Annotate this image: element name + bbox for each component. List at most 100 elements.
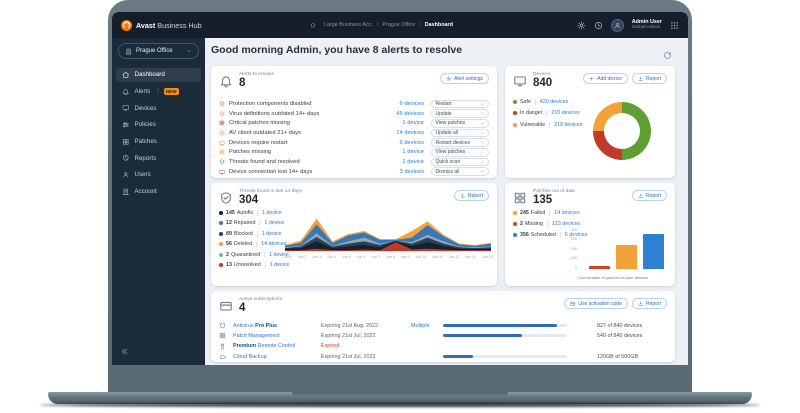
legend-value-link[interactable]: 210 devices [549,121,582,128]
breadcrumb-separator: / [419,22,421,28]
bar-chart-bars [583,230,669,269]
sidebar-item[interactable]: Policies [116,118,201,132]
legend-item: 56 Deleted 14 devices [219,241,289,248]
devices-report-button[interactable]: Report [631,73,667,84]
alert-devices-link[interactable]: 6 devices [399,100,425,107]
chevron-down-icon [480,160,485,165]
y-tick-label: 0 [574,265,577,270]
alert-action-dropdown[interactable]: View patches [431,118,489,128]
notifications-icon[interactable] [594,21,603,30]
user-info[interactable]: Admin User Global Admin [632,19,662,31]
user-role: Global Admin [631,25,661,31]
sidebar-item[interactable]: Reports [116,151,201,165]
sidebar-item[interactable]: Patches [116,135,201,149]
sidebar-item[interactable]: Devices [116,101,201,115]
alert-devices-link[interactable]: 1 device [402,158,424,165]
alert-label: Device connection lost 14+ days [229,168,313,175]
y-tick-label: 400 [570,228,577,232]
alert-devices-link[interactable]: 14 devices [396,129,424,136]
sidebar-collapse-icon[interactable] [120,347,129,356]
subscription-row: Patch Management Expiring 21st Jul, 2022… [219,332,667,339]
alert-action-dropdown[interactable]: Restart [431,99,489,109]
legend-value-link[interactable]: 1 device [264,251,289,258]
alert-action-dropdown[interactable]: Dismiss all [431,167,489,176]
legend-value-link[interactable]: 14 devices [549,210,580,216]
legend-item: 2 Quarantined 1 device [219,251,289,258]
legend-item: 356 Scheduled 6 devices [513,232,587,238]
use-activation-code-button[interactable]: Use activation code [564,298,628,309]
alert-label: AV client outdated 21+ days [229,129,301,136]
settings-icon[interactable] [577,21,586,30]
alert-settings-button[interactable]: Alert settings [440,73,489,84]
legend-value-link[interactable]: 123 devices [546,221,580,227]
legend-value-link[interactable]: 1 device [259,220,284,227]
alert-devices-link[interactable]: 3 devices [399,168,425,175]
subscription-usage: 540 of 840 devices [597,332,643,339]
legend-value-link[interactable]: 14 devices [256,241,287,248]
alert-devices-link[interactable]: 45 devices [396,110,424,117]
legend-value-link[interactable]: 6 devices [559,232,587,238]
subscription-name-link[interactable]: Antivirus Pro Plus [233,322,278,329]
patches-report-button[interactable]: Report [631,190,667,201]
avatar[interactable] [610,18,624,32]
threats-report-button[interactable]: Report [453,190,489,201]
sidebar-item[interactable]: Account [116,185,201,199]
sidebar-item[interactable]: Alerts | NEW [116,85,201,99]
subscription-name-link[interactable]: Patch Management [233,332,280,339]
y-tick-label: 200 [570,246,577,251]
alert-label: Protection components disabled [229,100,312,107]
building-icon [122,188,130,196]
add-device-button[interactable]: Add device [583,73,628,84]
legend-dot [513,233,517,237]
alerts-card-header: Alerts to resolve 8 [219,72,274,90]
alert-action-label: Update all [435,129,459,136]
legend-label: In danger [520,110,543,117]
shield-icon [219,322,226,329]
alert-row: Device connection lost 14+ days 3 device… [219,167,489,177]
legend-value-link[interactable]: 210 devices [546,110,580,117]
plus-icon [589,76,595,82]
breadcrumb-item[interactable]: / Prague Office [377,22,415,28]
org-selector[interactable]: Prague Office [118,43,199,59]
alert-action-label: Dismiss all [435,168,460,175]
breadcrumb-item[interactable]: / Dashboard [419,22,453,28]
alert-action-dropdown[interactable]: Restart devices [431,138,489,147]
alert-action-dropdown[interactable]: View patches [431,147,489,157]
sidebar-item-divider: | [157,88,159,95]
subscription-name-link[interactable]: Cloud Backup [233,353,267,360]
refresh-icon[interactable] [663,51,672,60]
alert-devices-link[interactable]: 6 devices [399,139,425,146]
alert-action-dropdown[interactable]: Update all [431,128,489,138]
alert-action-dropdown[interactable]: Quick scan [431,157,489,167]
sidebar-item[interactable]: Users [116,168,201,182]
alert-devices-link[interactable]: 1 device [402,120,424,127]
sidebar-item[interactable]: Dashboard [116,68,201,82]
subscriptions-report-button[interactable]: Report [631,298,667,309]
devices-card-title: Devices [533,72,551,77]
alert-action-dropdown[interactable]: Update [431,109,489,118]
legend-count: 356 [520,232,529,238]
alert-devices-link[interactable]: 1 device [402,149,424,156]
legend-value-link[interactable]: 420 devices [534,99,568,105]
legend-value-link[interactable]: 1 device [264,261,289,268]
cloud-icon [219,353,226,360]
legend-value-link[interactable]: 1 device [256,230,282,237]
usage-progress-fill [443,355,473,359]
download-icon [638,301,644,307]
legend-value-link[interactable]: 1 device [257,210,282,216]
subscription-name-link[interactable]: Premium Remote Control [233,343,296,350]
legend-dot [219,252,223,257]
devices-card-header: Devices 840 [513,72,552,90]
shield-alert-icon [219,101,225,107]
brand: Avast Business Hub [121,19,202,31]
legend-dot [513,100,517,104]
legend-label: Repaired [233,220,256,227]
legend-label: Unresolved [233,261,261,268]
breadcrumb-item[interactable]: Large Business Acc. [320,22,373,28]
app-grid-icon[interactable] [670,21,679,30]
subscription-multiple-link[interactable]: Multiple [411,322,430,329]
download-icon [460,193,466,199]
legend-dot [513,211,517,215]
devices-count: 840 [533,77,553,90]
x-tick-label: Jun 14 [482,255,493,259]
